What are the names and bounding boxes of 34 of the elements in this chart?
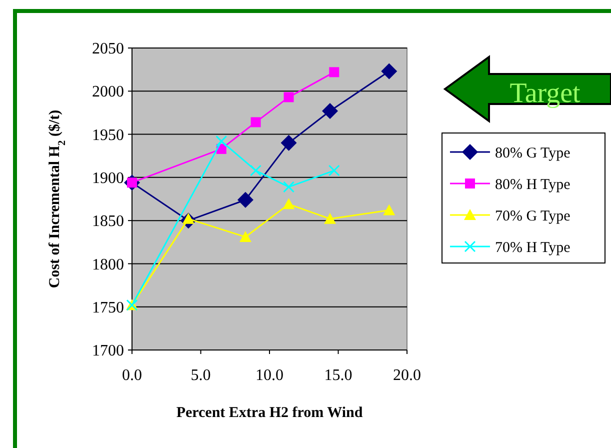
y-tick-label: 1800 bbox=[92, 256, 124, 274]
y-tick-label: 1850 bbox=[92, 213, 124, 230]
point bbox=[216, 135, 228, 147]
point bbox=[381, 63, 398, 80]
point bbox=[282, 198, 295, 210]
y-tick-label: 1900 bbox=[92, 170, 124, 188]
x-tick-label: 5.0 bbox=[190, 367, 211, 384]
point bbox=[280, 134, 297, 151]
point bbox=[284, 92, 294, 102]
point bbox=[328, 164, 340, 176]
legend-label: 70% H Type bbox=[495, 240, 571, 256]
y-tick-label: 2000 bbox=[92, 84, 124, 101]
x-tick-label: 15.0 bbox=[324, 367, 352, 384]
y-tick-label: 1750 bbox=[92, 299, 124, 316]
y-tick-label: 1950 bbox=[92, 126, 124, 144]
point bbox=[383, 204, 396, 216]
point bbox=[250, 164, 262, 176]
point bbox=[283, 181, 294, 193]
x-tick-label: 10.0 bbox=[256, 367, 284, 384]
point bbox=[237, 192, 254, 208]
x-axis-title: Percent Extra H2 from Wind bbox=[176, 405, 364, 421]
legend-label: 70% G Type bbox=[495, 208, 571, 224]
point bbox=[329, 67, 340, 78]
x-tick-label: 0.0 bbox=[122, 367, 142, 384]
point bbox=[239, 230, 252, 242]
y-tick-label: 2050 bbox=[92, 40, 124, 58]
text: Target bbox=[510, 78, 581, 109]
y-tick-label: 1700 bbox=[92, 342, 124, 360]
point bbox=[324, 212, 336, 224]
legend-label: 80% G Type bbox=[495, 145, 571, 162]
legend-label: 80% H Type bbox=[495, 176, 571, 193]
point bbox=[250, 117, 261, 128]
x-tick-label: 20.0 bbox=[393, 367, 421, 384]
point bbox=[322, 102, 338, 119]
